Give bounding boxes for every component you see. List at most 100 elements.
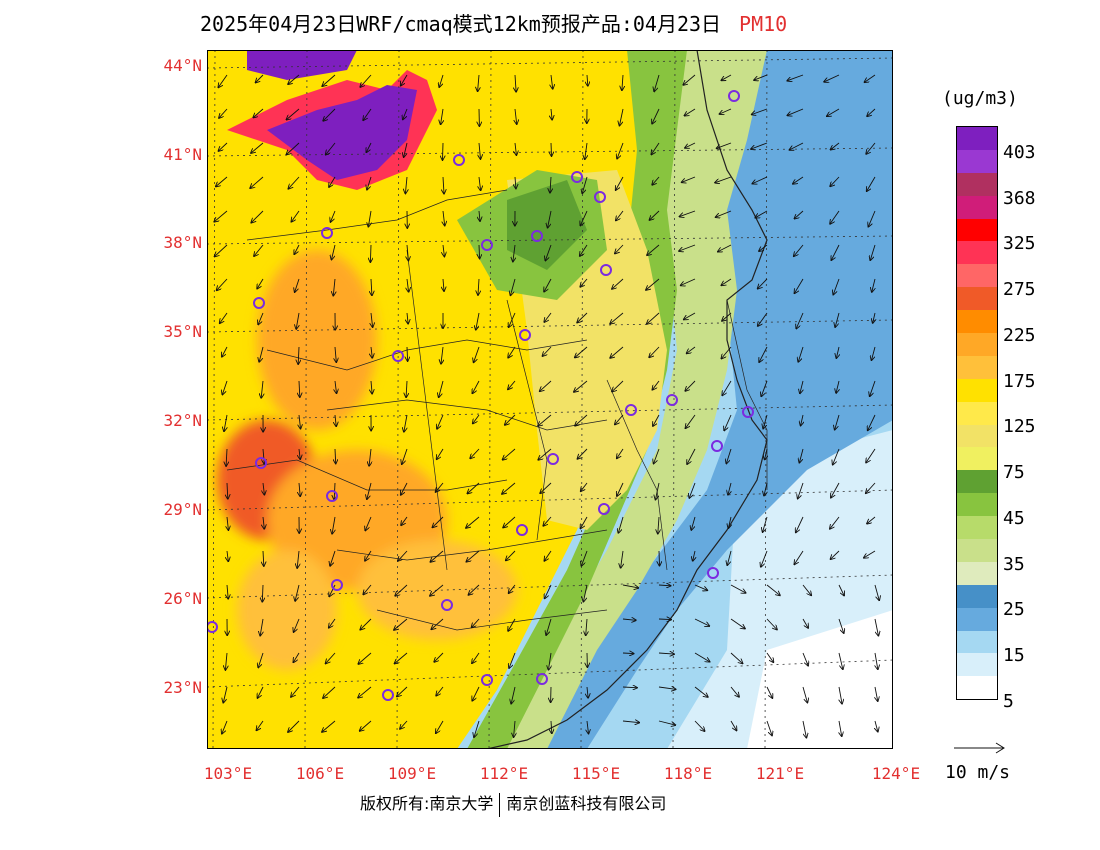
wind-arrow-69: [652, 176, 660, 185]
wind-arrow-217: [503, 448, 516, 460]
wind-arrow-206: [801, 414, 803, 426]
wind-arrow-40: [287, 142, 300, 155]
wind-arrow-316: [658, 619, 671, 620]
wind-arrow-255: [503, 516, 516, 528]
wind-arrow-145: [647, 312, 660, 324]
wind-arrow-138: [407, 312, 408, 324]
legend-swatch-15: [957, 470, 997, 494]
company-text: 南京创蓝科技有限公司: [506, 794, 667, 813]
city-marker: [326, 490, 338, 502]
wind-arrow-280: [727, 550, 732, 565]
wind-arrow-11: [622, 74, 623, 90]
wind-arrow-222: [687, 448, 696, 464]
wind-arrow-375: [730, 720, 737, 730]
wind-arrow-114: [217, 278, 228, 290]
wind-arrow-95: [215, 244, 228, 256]
legend-swatch-3: [957, 195, 997, 219]
wind-arrow-256: [543, 516, 552, 526]
wind-arrow-66: [550, 176, 551, 193]
wind-arrow-203: [686, 414, 696, 428]
wind-arrow-305: [260, 618, 263, 636]
wind-arrow-116: [295, 278, 300, 292]
wind-arrow-74: [830, 176, 840, 186]
wind-arrow-130: [795, 278, 804, 293]
legend-swatch-21: [957, 607, 997, 631]
wind-arrow-373: [658, 720, 675, 725]
wind-arrow-296: [622, 585, 638, 588]
lat-label-23: 23°N: [163, 678, 202, 697]
wind-arrow-244: [798, 482, 804, 499]
lat-label-32: 32°N: [163, 411, 202, 430]
legend-swatch-2: [957, 172, 997, 196]
wind-arrow-246: [866, 482, 876, 493]
legend-label-45: 45: [1003, 508, 1025, 529]
wind-arrow-248: [263, 516, 264, 529]
wind-arrow-45: [479, 142, 481, 159]
wind-arrow-93: [830, 210, 840, 224]
wind-arrow-329: [434, 652, 444, 662]
wind-arrow-55: [831, 142, 840, 150]
wind-arrow-154: [298, 346, 299, 364]
wind-arrow-264: [830, 516, 840, 529]
title-text: 2025年04月23日WRF/cmaq模式12km预报产品:04月23日: [200, 12, 722, 36]
wind-arrow-23: [363, 108, 372, 120]
wind-arrow-146: [684, 312, 696, 319]
wind-arrow-337: [730, 652, 743, 663]
city-marker: [253, 297, 265, 309]
city-marker: [571, 171, 583, 183]
wind-arrow-63: [443, 176, 444, 194]
city-marker: [600, 264, 612, 276]
wind-arrow-92: [795, 210, 804, 219]
wind-arrow-293: [509, 584, 516, 593]
wind-arrow-73: [793, 176, 804, 184]
wind-arrow-144: [610, 312, 624, 324]
wind-arrow-313: [546, 618, 552, 635]
wind-arrow-279: [693, 550, 695, 561]
wind-arrow-19: [219, 108, 228, 118]
wind-arrow-119: [407, 278, 409, 292]
wind-arrow-232: [367, 482, 372, 499]
wind-arrow-21: [287, 108, 300, 120]
wind-arrow-131: [833, 278, 840, 295]
wind-arrow-2: [288, 74, 300, 84]
wind-arrow-135: [296, 312, 299, 329]
wind-arrow-174: [335, 380, 337, 393]
wind-arrow-65: [515, 176, 516, 188]
province-boundaries: [226, 189, 768, 631]
coastal-band-lightgreen: [497, 50, 767, 749]
wind-arrow-8: [515, 74, 516, 92]
city-marker: [742, 406, 754, 418]
wind-reference-arrow: [954, 742, 1005, 754]
city-marker: [536, 673, 548, 685]
wind-arrow-128: [721, 278, 732, 285]
wind-arrow-38: [219, 142, 228, 151]
wind-arrow-33: [720, 108, 732, 114]
wind-arrow-275: [544, 550, 552, 561]
wind-arrow-125: [612, 278, 624, 289]
legend-swatch-14: [957, 447, 997, 471]
wind-arrow-202: [653, 414, 660, 426]
wind-arrow-108: [679, 244, 696, 251]
wind-arrow-7: [478, 74, 479, 91]
wind-arrow-141: [509, 312, 516, 327]
lon-label-121: 121°E: [755, 764, 805, 783]
wind-arrow-374: [694, 720, 705, 731]
wind-arrow-13: [683, 74, 696, 85]
wind-arrow-170: [872, 346, 876, 360]
wind-arrow-292: [469, 584, 480, 595]
wind-arrow-155: [335, 346, 336, 362]
wind-arrow-123: [544, 278, 552, 292]
wind-arrow-346: [358, 686, 372, 698]
wind-arrow-9: [551, 74, 553, 89]
wind-arrow-342: [223, 686, 228, 703]
wind-arrow-201: [615, 414, 624, 424]
wind-arrow-376: [766, 720, 772, 735]
city-marker: [453, 154, 465, 166]
wind-arrow-175: [371, 380, 372, 394]
lat-label-44: 44°N: [163, 56, 202, 75]
wind-arrow-207: [835, 414, 840, 430]
wind-arrow-367: [436, 720, 444, 733]
legend-label-403: 403: [1003, 142, 1036, 163]
wind-arrow-6: [439, 74, 444, 87]
wind-arrow-309: [394, 618, 408, 630]
